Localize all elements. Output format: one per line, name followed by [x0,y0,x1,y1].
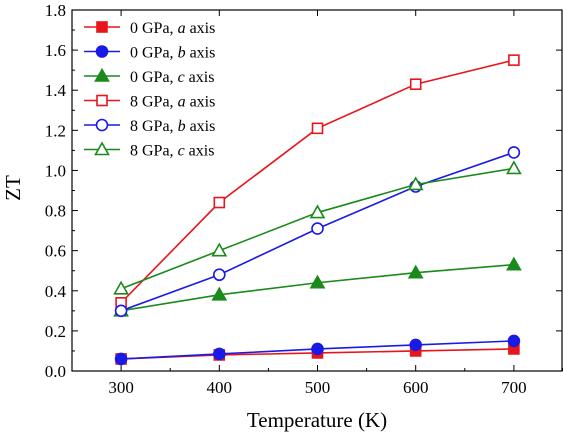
x-tick-label: 500 [305,378,331,397]
legend-axis-word: axis [186,94,216,111]
legend-marker [95,45,109,58]
y-tick-label: 1.0 [45,161,66,180]
legend-entry: 8 GPa, b axis [84,118,215,135]
y-tick-label: 1.6 [45,41,66,60]
legend-entry: 0 GPa, c axis [84,67,214,86]
legend-pressure: 8 GPa, [130,94,178,111]
data-point [311,122,324,135]
legend-axis-letter: c [178,69,185,86]
y-tick-label: 1.8 [45,1,66,20]
legend-entry: 0 GPa, b axis [84,45,215,62]
legend-marker [94,141,110,156]
legend-axis-letter: b [178,118,186,135]
y-tick-label: 0.0 [45,362,66,381]
legend-axis-word: axis [186,45,216,62]
legend-pressure: 0 GPa, [130,69,178,86]
plot-area: 0.0 0.2 0.4 0.6 0.8 1.0 1.2 1.4 1.6 1.8 300 400 500 6… [45,1,563,397]
series-8gpa-c-axis [113,160,522,295]
legend-axis-letter: b [178,45,186,62]
legend-label: 8 GPa, c axis [130,143,214,160]
legend-pressure: 0 GPa, [130,20,178,37]
data-point [311,342,324,356]
data-point [407,264,424,279]
y-tick-label: 0.6 [45,242,66,261]
data-point [309,274,326,289]
legend-label: 0 GPa, c axis [130,69,214,86]
y-tick-label: 1.4 [45,81,67,100]
data-point [211,286,228,301]
legend-label: 8 GPa, a axis [130,94,215,111]
data-point [407,176,424,191]
y-tick-label: 1.2 [45,121,66,140]
plot-frame [71,9,563,372]
legend-marker [95,118,109,132]
legend-entry: 8 GPa, a axis [84,94,215,111]
x-tick-label: 600 [403,378,429,397]
legend-axis-letter: a [178,20,186,37]
legend-label: 0 GPa, a axis [130,20,215,37]
x-tick-label: 700 [501,378,527,397]
y-tick-label: 0.2 [45,322,66,341]
data-point [114,352,128,366]
data-point [213,347,226,361]
legend-axis-letter: c [178,143,185,160]
data-point [309,204,326,219]
data-point [409,338,423,352]
y-axis-title: ZT [1,175,25,201]
data-point [506,256,522,271]
y-tick-label: 0.8 [45,202,66,221]
legend-label: 8 GPa, b axis [130,118,215,135]
legend-entry: 8 GPa, c axis [84,141,214,160]
legend-axis-word: axis [186,118,216,135]
data-point [211,242,228,257]
legend-marker [96,21,108,33]
legend-label: 0 GPa, b axis [130,45,215,62]
data-point [507,334,521,348]
legend-marker [96,94,108,107]
x-tick-label: 300 [108,378,134,397]
y-tick-label: 0.4 [45,282,67,301]
x-axis-title: Temperature (K) [247,408,387,432]
x-tick-label: 400 [207,378,233,397]
legend-entry: 0 GPa, a axis [84,20,215,37]
data-point [213,268,226,282]
series-0gpa-b-axis [114,334,521,366]
series-8gpa-a-axis [115,54,520,309]
legend-axis-word: axis [185,69,215,86]
data-point [114,304,128,318]
legend-marker [94,67,110,82]
legend-pressure: 8 GPa, [130,118,178,135]
legend-pressure: 0 GPa, [130,45,178,62]
legend-axis-word: axis [185,143,215,160]
legend-axis-word: axis [186,20,216,37]
data-point [213,196,226,209]
data-point [506,160,522,175]
data-point [113,280,129,295]
data-point [508,54,520,66]
data-point [311,222,324,235]
series-layer [113,54,522,366]
legend-axis-letter: a [178,94,186,111]
data-point [507,146,521,159]
legend-pressure: 8 GPa, [130,143,178,160]
series-8gpa-b-axis [114,146,521,318]
data-point [409,78,422,91]
